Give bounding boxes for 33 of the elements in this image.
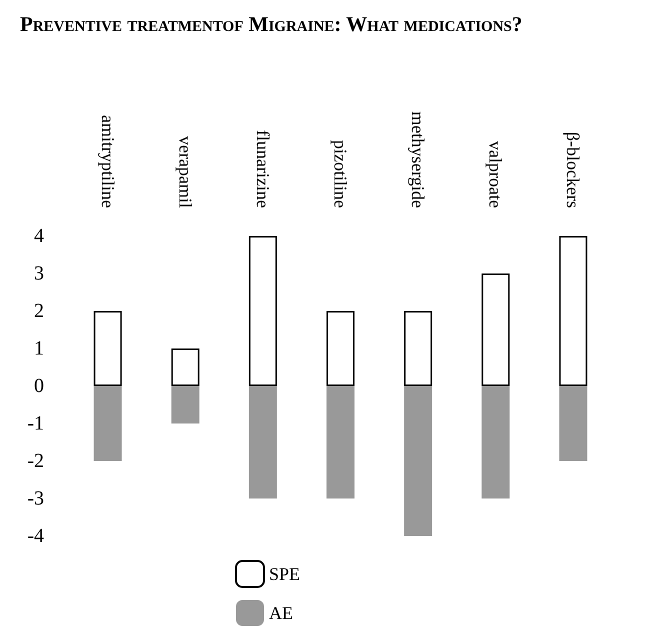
legend-label: SPE (269, 564, 300, 584)
x-tick-label: pizotiline (330, 140, 350, 208)
bar (171, 386, 200, 424)
x-tick-label: valproate (486, 141, 506, 208)
bar (404, 311, 432, 386)
y-tick-label: 2 (34, 300, 44, 322)
bar (248, 236, 277, 386)
y-tick-label: 0 (34, 375, 44, 397)
x-tick-label: flunarizine (252, 130, 273, 208)
bar (326, 311, 354, 386)
y-tick-label: 1 (34, 338, 44, 360)
bar (404, 386, 432, 536)
bar (248, 386, 277, 498)
y-tick-label: 4 (34, 225, 44, 247)
y-tick-label: -1 (27, 412, 44, 434)
x-tick-label: amitryptiline (98, 115, 118, 208)
bar (559, 236, 588, 386)
legend-label: AE (269, 603, 293, 623)
x-tick-label: β-blockers (563, 132, 584, 208)
x-tick-label: verapamil (175, 136, 196, 208)
bar (171, 348, 200, 386)
y-tick-label: -3 (27, 488, 44, 510)
bar (482, 386, 510, 498)
bar (94, 311, 122, 386)
x-tick-label: methysergide (408, 111, 428, 208)
y-tick-label: -2 (27, 450, 44, 472)
bar (482, 274, 510, 386)
chart-title: Preventive treatmentof Migraine: What medications? (20, 12, 522, 37)
bar (94, 386, 122, 461)
bar (326, 386, 354, 498)
y-tick-label: -4 (27, 525, 44, 547)
y-tick-label: 3 (34, 262, 44, 284)
bar (559, 386, 588, 461)
